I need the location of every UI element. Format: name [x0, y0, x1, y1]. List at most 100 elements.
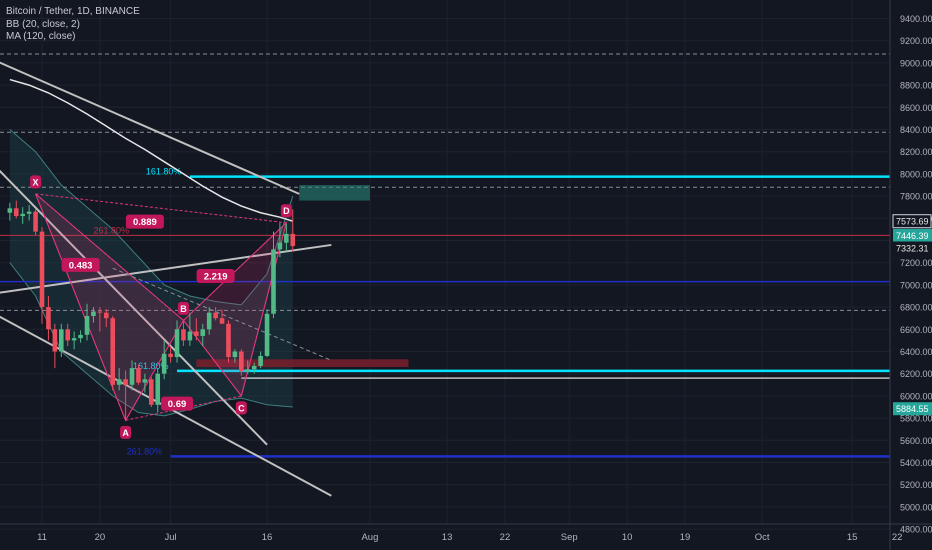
- pattern-ratio-badge[interactable]: [125, 214, 164, 229]
- time-tick-label[interactable]: Sep: [561, 532, 578, 543]
- moving-average-legend[interactable]: MA (120, close): [6, 31, 76, 42]
- trendline[interactable]: [0, 53, 300, 195]
- time-tick-label[interactable]: Oct: [755, 532, 770, 543]
- price-tick-label[interactable]: 8800.00: [900, 81, 932, 91]
- candle-body[interactable]: [258, 355, 263, 366]
- pattern-point-label: B: [180, 304, 187, 314]
- pattern-point-marker[interactable]: [30, 175, 42, 189]
- candle-body[interactable]: [168, 353, 173, 358]
- trendline[interactable]: [0, 305, 332, 497]
- time-tick-label[interactable]: 19: [680, 532, 691, 543]
- candle-body[interactable]: [187, 331, 193, 341]
- candle-body[interactable]: [245, 369, 251, 372]
- candle-body[interactable]: [33, 211, 38, 232]
- price-tick-label[interactable]: 7000.00: [900, 280, 932, 290]
- candle-body[interactable]: [232, 351, 238, 358]
- price-tick-label[interactable]: 5400.00: [900, 458, 932, 468]
- candle-body[interactable]: [161, 353, 167, 374]
- candle-body[interactable]: [155, 373, 161, 405]
- candle-body[interactable]: [58, 329, 64, 352]
- candle-body[interactable]: [194, 331, 199, 336]
- price-tick-label[interactable]: 5800.00: [900, 414, 932, 424]
- candle-body[interactable]: [239, 351, 244, 372]
- candle-body[interactable]: [277, 242, 283, 250]
- candle-body[interactable]: [84, 315, 90, 335]
- candle-body[interactable]: [91, 311, 96, 316]
- price-tick-label[interactable]: 5200.00: [900, 480, 932, 490]
- price-tick-label[interactable]: 5600.00: [900, 436, 932, 446]
- candle-body[interactable]: [13, 208, 19, 217]
- pattern-point-marker[interactable]: [235, 401, 247, 415]
- time-tick-label[interactable]: Jul: [165, 532, 177, 543]
- candle-body[interactable]: [284, 233, 289, 243]
- candle-body[interactable]: [136, 368, 141, 383]
- time-tick-label[interactable]: 22: [892, 532, 903, 543]
- pattern-ratio-badge[interactable]: [196, 269, 235, 284]
- price-axis-background: [890, 0, 932, 550]
- candle-body[interactable]: [129, 368, 135, 385]
- bollinger-bands-legend[interactable]: BB (20, close, 2): [6, 18, 80, 30]
- candle-body[interactable]: [78, 334, 83, 339]
- candle-body[interactable]: [174, 329, 180, 358]
- time-tick-label[interactable]: 16: [262, 532, 273, 543]
- candle-body[interactable]: [181, 329, 186, 341]
- plot-area[interactable]: 161.80% 261.80% 161.80% 261.80% X A B C D 0.483 0.…: [0, 53, 890, 497]
- fib-level-label: 261.80%: [93, 225, 129, 235]
- candle-body[interactable]: [123, 379, 128, 385]
- price-tick-label[interactable]: 7200.00: [900, 258, 932, 268]
- price-tick-label[interactable]: 5000.00: [900, 502, 932, 512]
- candle-body[interactable]: [206, 312, 212, 330]
- candle-body[interactable]: [26, 211, 32, 214]
- candle-body[interactable]: [65, 329, 71, 341]
- candle-body[interactable]: [110, 318, 116, 385]
- candle-body[interactable]: [39, 231, 45, 308]
- price-tick-label[interactable]: 6000.00: [900, 391, 932, 401]
- candle-body[interactable]: [226, 323, 231, 358]
- trendline[interactable]: [0, 148, 268, 446]
- pattern-point-marker[interactable]: [177, 301, 189, 315]
- candle-body[interactable]: [46, 307, 51, 330]
- candle-body[interactable]: [290, 233, 296, 247]
- price-tick-label[interactable]: 8600.00: [900, 103, 932, 113]
- candle-body[interactable]: [264, 313, 270, 356]
- time-tick-label[interactable]: 13: [442, 532, 453, 543]
- price-tick-label[interactable]: 4800.00: [900, 525, 932, 535]
- price-tick-label[interactable]: 8200.00: [900, 147, 932, 157]
- time-tick-label[interactable]: Aug: [361, 532, 378, 543]
- price-tick-label[interactable]: 6800.00: [900, 303, 932, 313]
- candle-body[interactable]: [52, 329, 58, 352]
- candle-body[interactable]: [149, 379, 154, 405]
- candle-body[interactable]: [71, 338, 77, 341]
- candle-body[interactable]: [97, 311, 103, 313]
- candle-body[interactable]: [7, 208, 13, 213]
- pattern-ratio-badge[interactable]: [161, 396, 194, 411]
- candle-body[interactable]: [116, 379, 122, 385]
- candle-body[interactable]: [251, 365, 257, 370]
- time-tick-label[interactable]: 22: [500, 532, 511, 543]
- price-tick-label[interactable]: 6200.00: [900, 369, 932, 379]
- price-tick-label[interactable]: 8000.00: [900, 169, 932, 179]
- candle-body[interactable]: [213, 312, 218, 319]
- candle-body[interactable]: [200, 329, 206, 336]
- price-tick-label[interactable]: 6600.00: [900, 325, 932, 335]
- time-tick-label[interactable]: 15: [847, 532, 858, 543]
- price-tick-label[interactable]: 6400.00: [900, 347, 932, 357]
- candle-body[interactable]: [271, 249, 276, 314]
- price-tick-label[interactable]: 9000.00: [900, 58, 932, 68]
- candle-body[interactable]: [104, 312, 109, 319]
- candle-body[interactable]: [142, 379, 148, 383]
- time-tick-label[interactable]: 10: [622, 532, 633, 543]
- price-tick-label[interactable]: 9400.00: [900, 14, 932, 24]
- time-tick-label[interactable]: 11: [37, 532, 47, 543]
- price-tick-label[interactable]: 9200.00: [900, 36, 932, 46]
- pattern-point-marker[interactable]: [120, 425, 132, 439]
- time-tick-label[interactable]: 20: [95, 532, 106, 543]
- price-tick-label[interactable]: 8400.00: [900, 125, 932, 135]
- price-tick-label[interactable]: 7800.00: [900, 192, 932, 202]
- candle-body[interactable]: [219, 318, 225, 324]
- candle-body[interactable]: [20, 213, 26, 217]
- pattern-ratio-badge[interactable]: [61, 257, 100, 272]
- pattern-point-marker[interactable]: [280, 204, 292, 218]
